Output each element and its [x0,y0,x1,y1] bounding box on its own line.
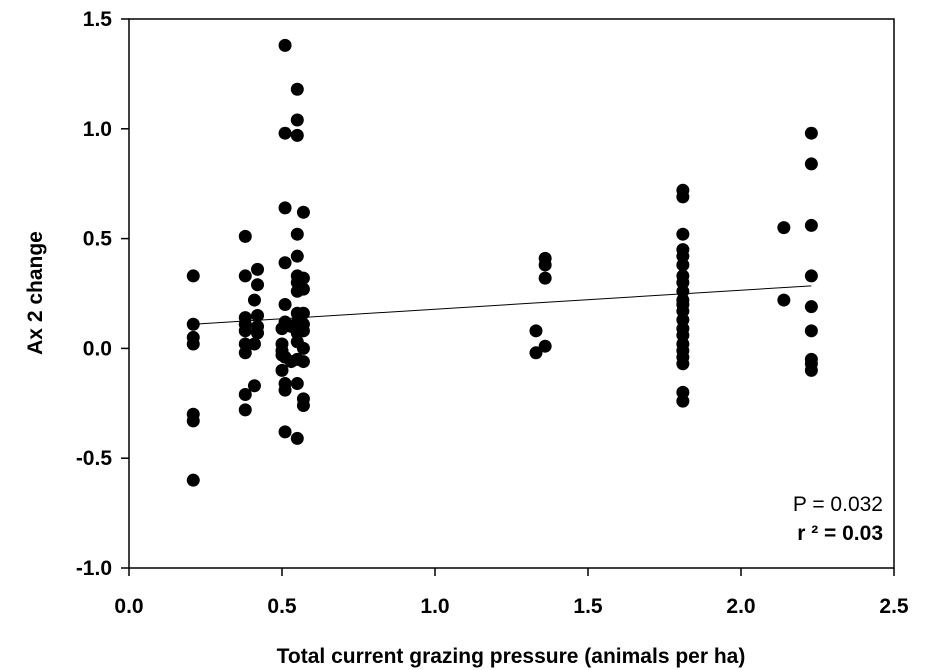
y-tick-label: 1.5 [83,8,113,31]
axis-ticks [121,18,895,576]
data-point [804,324,818,338]
data-point [278,126,292,140]
data-point [251,308,265,322]
data-point [247,293,261,307]
data-points [186,38,818,487]
data-point [238,269,252,283]
data-point [290,128,304,142]
p-value-annotation: P = 0.032 [793,493,883,516]
data-point [296,306,310,320]
y-axis-title: Ax 2 change [24,231,47,355]
data-point [538,258,552,272]
data-point [676,394,690,408]
data-point [804,300,818,314]
x-tick-label: 0.5 [267,595,297,618]
data-point [777,293,791,307]
y-tick-label: 1.0 [83,118,112,141]
data-point [676,357,690,371]
data-point [804,363,818,377]
data-point [278,38,292,52]
y-tick-label: -1.0 [76,557,112,580]
y-tick-label: 0.5 [83,228,113,251]
data-point [296,398,310,412]
r-squared-annotation: r ² = 0.03 [797,522,883,545]
data-point [278,425,292,439]
x-tick-label: 2.5 [879,595,909,618]
data-point [290,431,304,445]
data-point [676,258,690,272]
x-axis-title: Total current grazing pressure (animals … [277,645,746,668]
data-point [186,269,200,283]
data-point [804,269,818,283]
x-tick-label: 1.0 [420,595,449,618]
data-point [804,126,818,140]
data-point [804,157,818,171]
x-tick-label: 2.0 [726,595,755,618]
y-tick-label: -0.5 [76,447,113,470]
data-point [290,113,304,127]
data-point [238,346,252,360]
data-point [247,379,261,393]
data-point [278,201,292,215]
data-point [290,227,304,241]
data-point [251,262,265,276]
data-point [275,363,289,377]
data-point [804,218,818,232]
data-point [278,383,292,397]
x-tick-label: 0.0 [114,595,143,618]
data-point [186,317,200,331]
data-point [238,388,252,402]
data-point [538,339,552,353]
data-point [290,249,304,263]
y-tick-label: 0.0 [83,337,112,360]
plot-frame [128,18,895,569]
data-point [238,403,252,417]
data-point [676,227,690,241]
data-point [676,190,690,204]
data-point [296,205,310,219]
tick-labels: 0.0 0.5 1.0 1.5 2.0 2.5 -1.0 -0.5 0.0 0.5 1.0 1.5 [76,8,909,618]
data-point [251,278,265,292]
x-tick-label: 1.5 [573,595,603,618]
data-point [296,282,310,296]
data-point [247,337,261,351]
data-point [186,414,200,428]
data-point [529,346,543,360]
data-point [186,337,200,351]
data-point [296,324,310,338]
data-point [529,324,543,338]
data-point [296,271,310,285]
data-point [278,297,292,311]
data-point [290,82,304,96]
data-point [238,229,252,243]
data-point [290,377,304,391]
data-point [186,473,200,487]
data-point [238,324,252,338]
data-point [251,326,265,340]
data-point [777,221,791,235]
data-point [296,355,310,369]
data-point [278,256,292,270]
data-point [296,341,310,355]
data-point [538,271,552,285]
